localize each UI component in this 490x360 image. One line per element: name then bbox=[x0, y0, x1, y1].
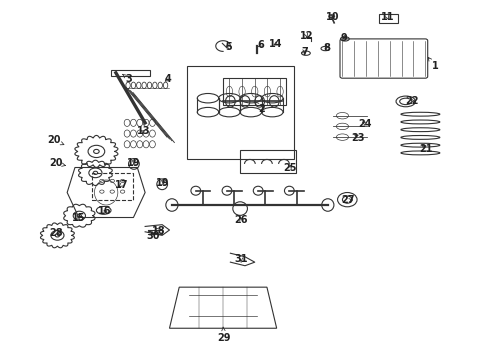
Text: 30: 30 bbox=[147, 231, 160, 241]
Bar bbox=[111, 70, 150, 76]
Bar bbox=[187, 66, 294, 158]
Text: 15: 15 bbox=[72, 213, 85, 223]
Text: 20: 20 bbox=[49, 158, 66, 168]
Text: 19: 19 bbox=[127, 158, 141, 168]
Text: 8: 8 bbox=[323, 43, 330, 53]
Text: 31: 31 bbox=[234, 254, 248, 264]
Text: 4: 4 bbox=[165, 74, 172, 84]
Text: 13: 13 bbox=[137, 126, 150, 136]
Text: 26: 26 bbox=[234, 215, 248, 225]
Text: 11: 11 bbox=[381, 12, 394, 22]
Text: 16: 16 bbox=[98, 206, 111, 216]
Text: 29: 29 bbox=[217, 327, 231, 343]
Text: 6: 6 bbox=[257, 40, 264, 50]
Text: 12: 12 bbox=[300, 31, 314, 41]
Text: 20: 20 bbox=[47, 135, 64, 145]
Text: 21: 21 bbox=[419, 144, 433, 154]
Bar bbox=[223, 78, 287, 105]
Text: 28: 28 bbox=[49, 228, 63, 238]
Text: 27: 27 bbox=[342, 195, 355, 205]
Text: 1: 1 bbox=[428, 58, 439, 71]
Bar bbox=[379, 14, 398, 23]
Text: 14: 14 bbox=[269, 39, 282, 49]
Text: 19: 19 bbox=[156, 178, 170, 188]
Text: 25: 25 bbox=[283, 163, 296, 173]
Text: 5: 5 bbox=[225, 42, 232, 52]
Text: 18: 18 bbox=[151, 226, 165, 236]
Text: 17: 17 bbox=[115, 180, 128, 190]
Text: 7: 7 bbox=[301, 48, 308, 58]
Text: 3: 3 bbox=[122, 74, 132, 84]
Text: 22: 22 bbox=[405, 96, 418, 106]
Bar bbox=[240, 150, 296, 173]
Text: 9: 9 bbox=[340, 33, 347, 43]
Text: 24: 24 bbox=[359, 118, 372, 129]
Text: 23: 23 bbox=[351, 133, 365, 143]
Text: 10: 10 bbox=[326, 12, 340, 22]
Text: 2: 2 bbox=[255, 102, 266, 114]
